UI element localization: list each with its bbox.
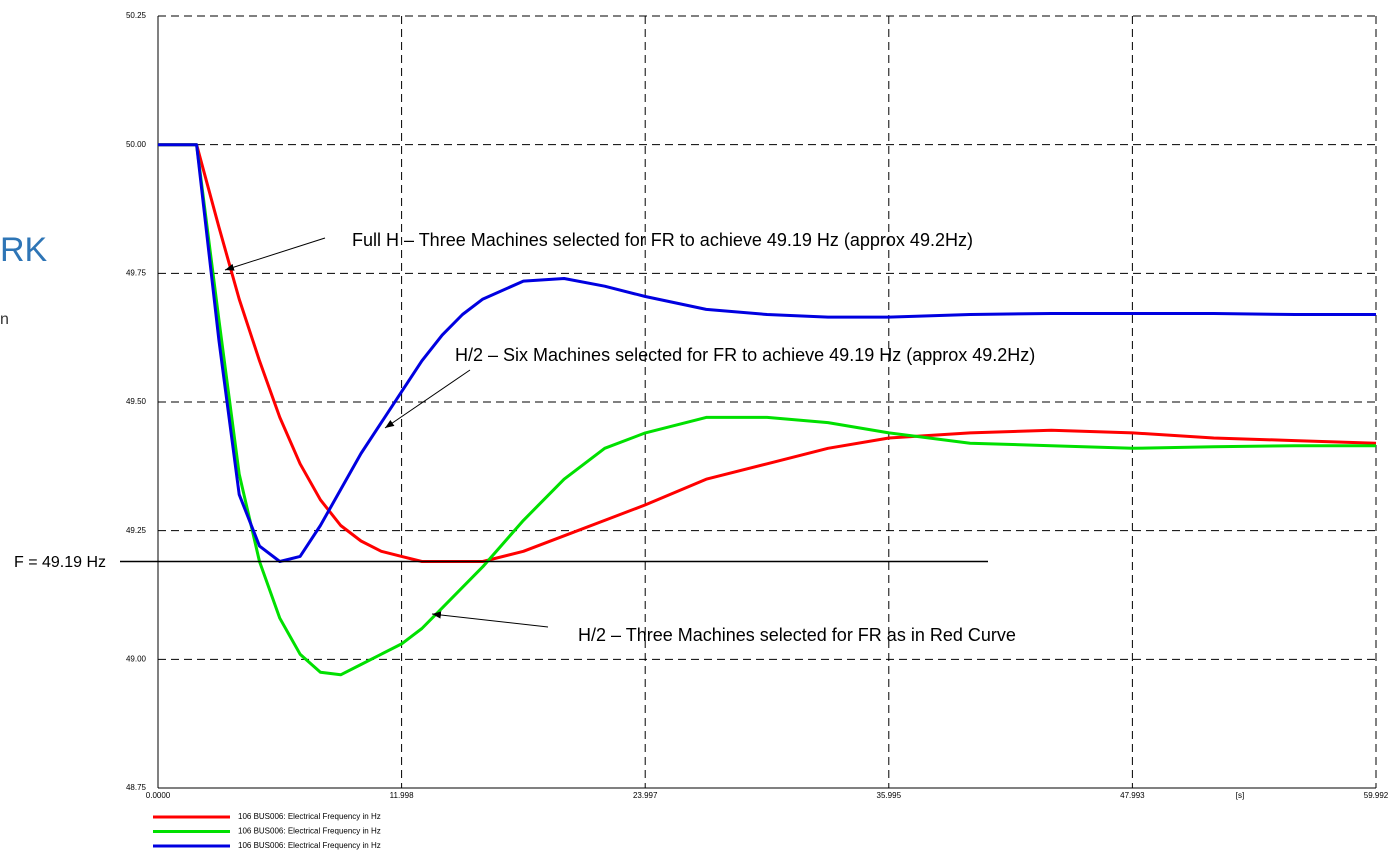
- annotation-arrow: [384, 369, 471, 429]
- legend-label: 106 BUS006: Electrical Frequency in Hz: [238, 812, 381, 821]
- x-tick-label: 0.0000: [146, 791, 171, 800]
- y-tick-label: 50.00: [126, 140, 147, 149]
- reference-label: F = 49.19 Hz: [14, 554, 106, 571]
- x-tick-label: 47.993: [1120, 791, 1145, 800]
- annotation-arrow: [224, 237, 326, 271]
- annotation: H/2 – Three Machines selected for FR as …: [578, 625, 1016, 645]
- annotation: Full H – Three Machines selected for FR …: [352, 230, 973, 250]
- legend-label: 106 BUS006: Electrical Frequency in Hz: [238, 827, 381, 836]
- x-tick-label: 11.998: [390, 791, 414, 800]
- series-line: [158, 143, 1376, 563]
- series-line: [158, 143, 1376, 677]
- x-tick-label: 35.995: [877, 791, 902, 800]
- x-tick-label: 59.992: [1364, 791, 1389, 800]
- x-tick-label: 23.997: [633, 791, 658, 800]
- y-tick-label: 49.50: [126, 397, 147, 406]
- annotation-arrow: [431, 611, 549, 628]
- y-tick-label: 48.75: [126, 783, 147, 792]
- y-tick-label: 49.00: [126, 654, 147, 663]
- slide-fragment: n: [0, 311, 9, 328]
- legend-label: 106 BUS006: Electrical Frequency in Hz: [238, 841, 381, 850]
- slide-fragment: RK: [0, 231, 48, 269]
- annotation: H/2 – Six Machines selected for FR to ac…: [455, 345, 1035, 365]
- x-axis-label: [s]: [1236, 791, 1244, 800]
- y-tick-label: 49.25: [126, 526, 147, 535]
- y-tick-label: 49.75: [126, 268, 147, 277]
- y-tick-label: 50.25: [126, 11, 147, 20]
